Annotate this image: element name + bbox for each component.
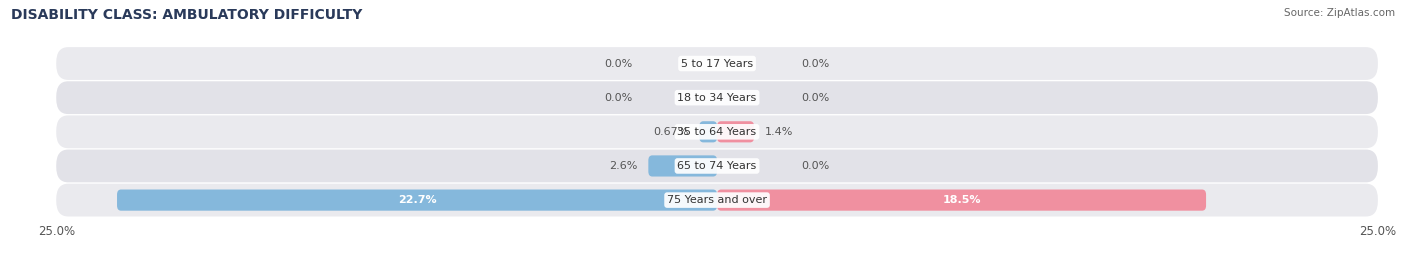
Text: 0.0%: 0.0%: [801, 161, 830, 171]
FancyBboxPatch shape: [56, 184, 1378, 217]
Text: 18.5%: 18.5%: [942, 195, 981, 205]
FancyBboxPatch shape: [56, 150, 1378, 182]
Text: Source: ZipAtlas.com: Source: ZipAtlas.com: [1284, 8, 1395, 18]
Text: 2.6%: 2.6%: [609, 161, 638, 171]
Text: 0.0%: 0.0%: [801, 93, 830, 103]
Text: 0.0%: 0.0%: [605, 59, 633, 69]
Text: 75 Years and over: 75 Years and over: [666, 195, 768, 205]
Text: 22.7%: 22.7%: [398, 195, 436, 205]
Text: DISABILITY CLASS: AMBULATORY DIFFICULTY: DISABILITY CLASS: AMBULATORY DIFFICULTY: [11, 8, 363, 22]
Text: 35 to 64 Years: 35 to 64 Years: [678, 127, 756, 137]
Text: 5 to 17 Years: 5 to 17 Years: [681, 59, 754, 69]
Text: 0.0%: 0.0%: [801, 59, 830, 69]
Text: 0.67%: 0.67%: [654, 127, 689, 137]
FancyBboxPatch shape: [717, 189, 1206, 211]
FancyBboxPatch shape: [717, 121, 754, 142]
FancyBboxPatch shape: [56, 47, 1378, 80]
Text: 18 to 34 Years: 18 to 34 Years: [678, 93, 756, 103]
FancyBboxPatch shape: [699, 121, 717, 142]
FancyBboxPatch shape: [117, 189, 717, 211]
Text: 0.0%: 0.0%: [605, 93, 633, 103]
FancyBboxPatch shape: [56, 115, 1378, 148]
FancyBboxPatch shape: [648, 155, 717, 176]
FancyBboxPatch shape: [56, 81, 1378, 114]
Text: 1.4%: 1.4%: [765, 127, 793, 137]
Text: 65 to 74 Years: 65 to 74 Years: [678, 161, 756, 171]
